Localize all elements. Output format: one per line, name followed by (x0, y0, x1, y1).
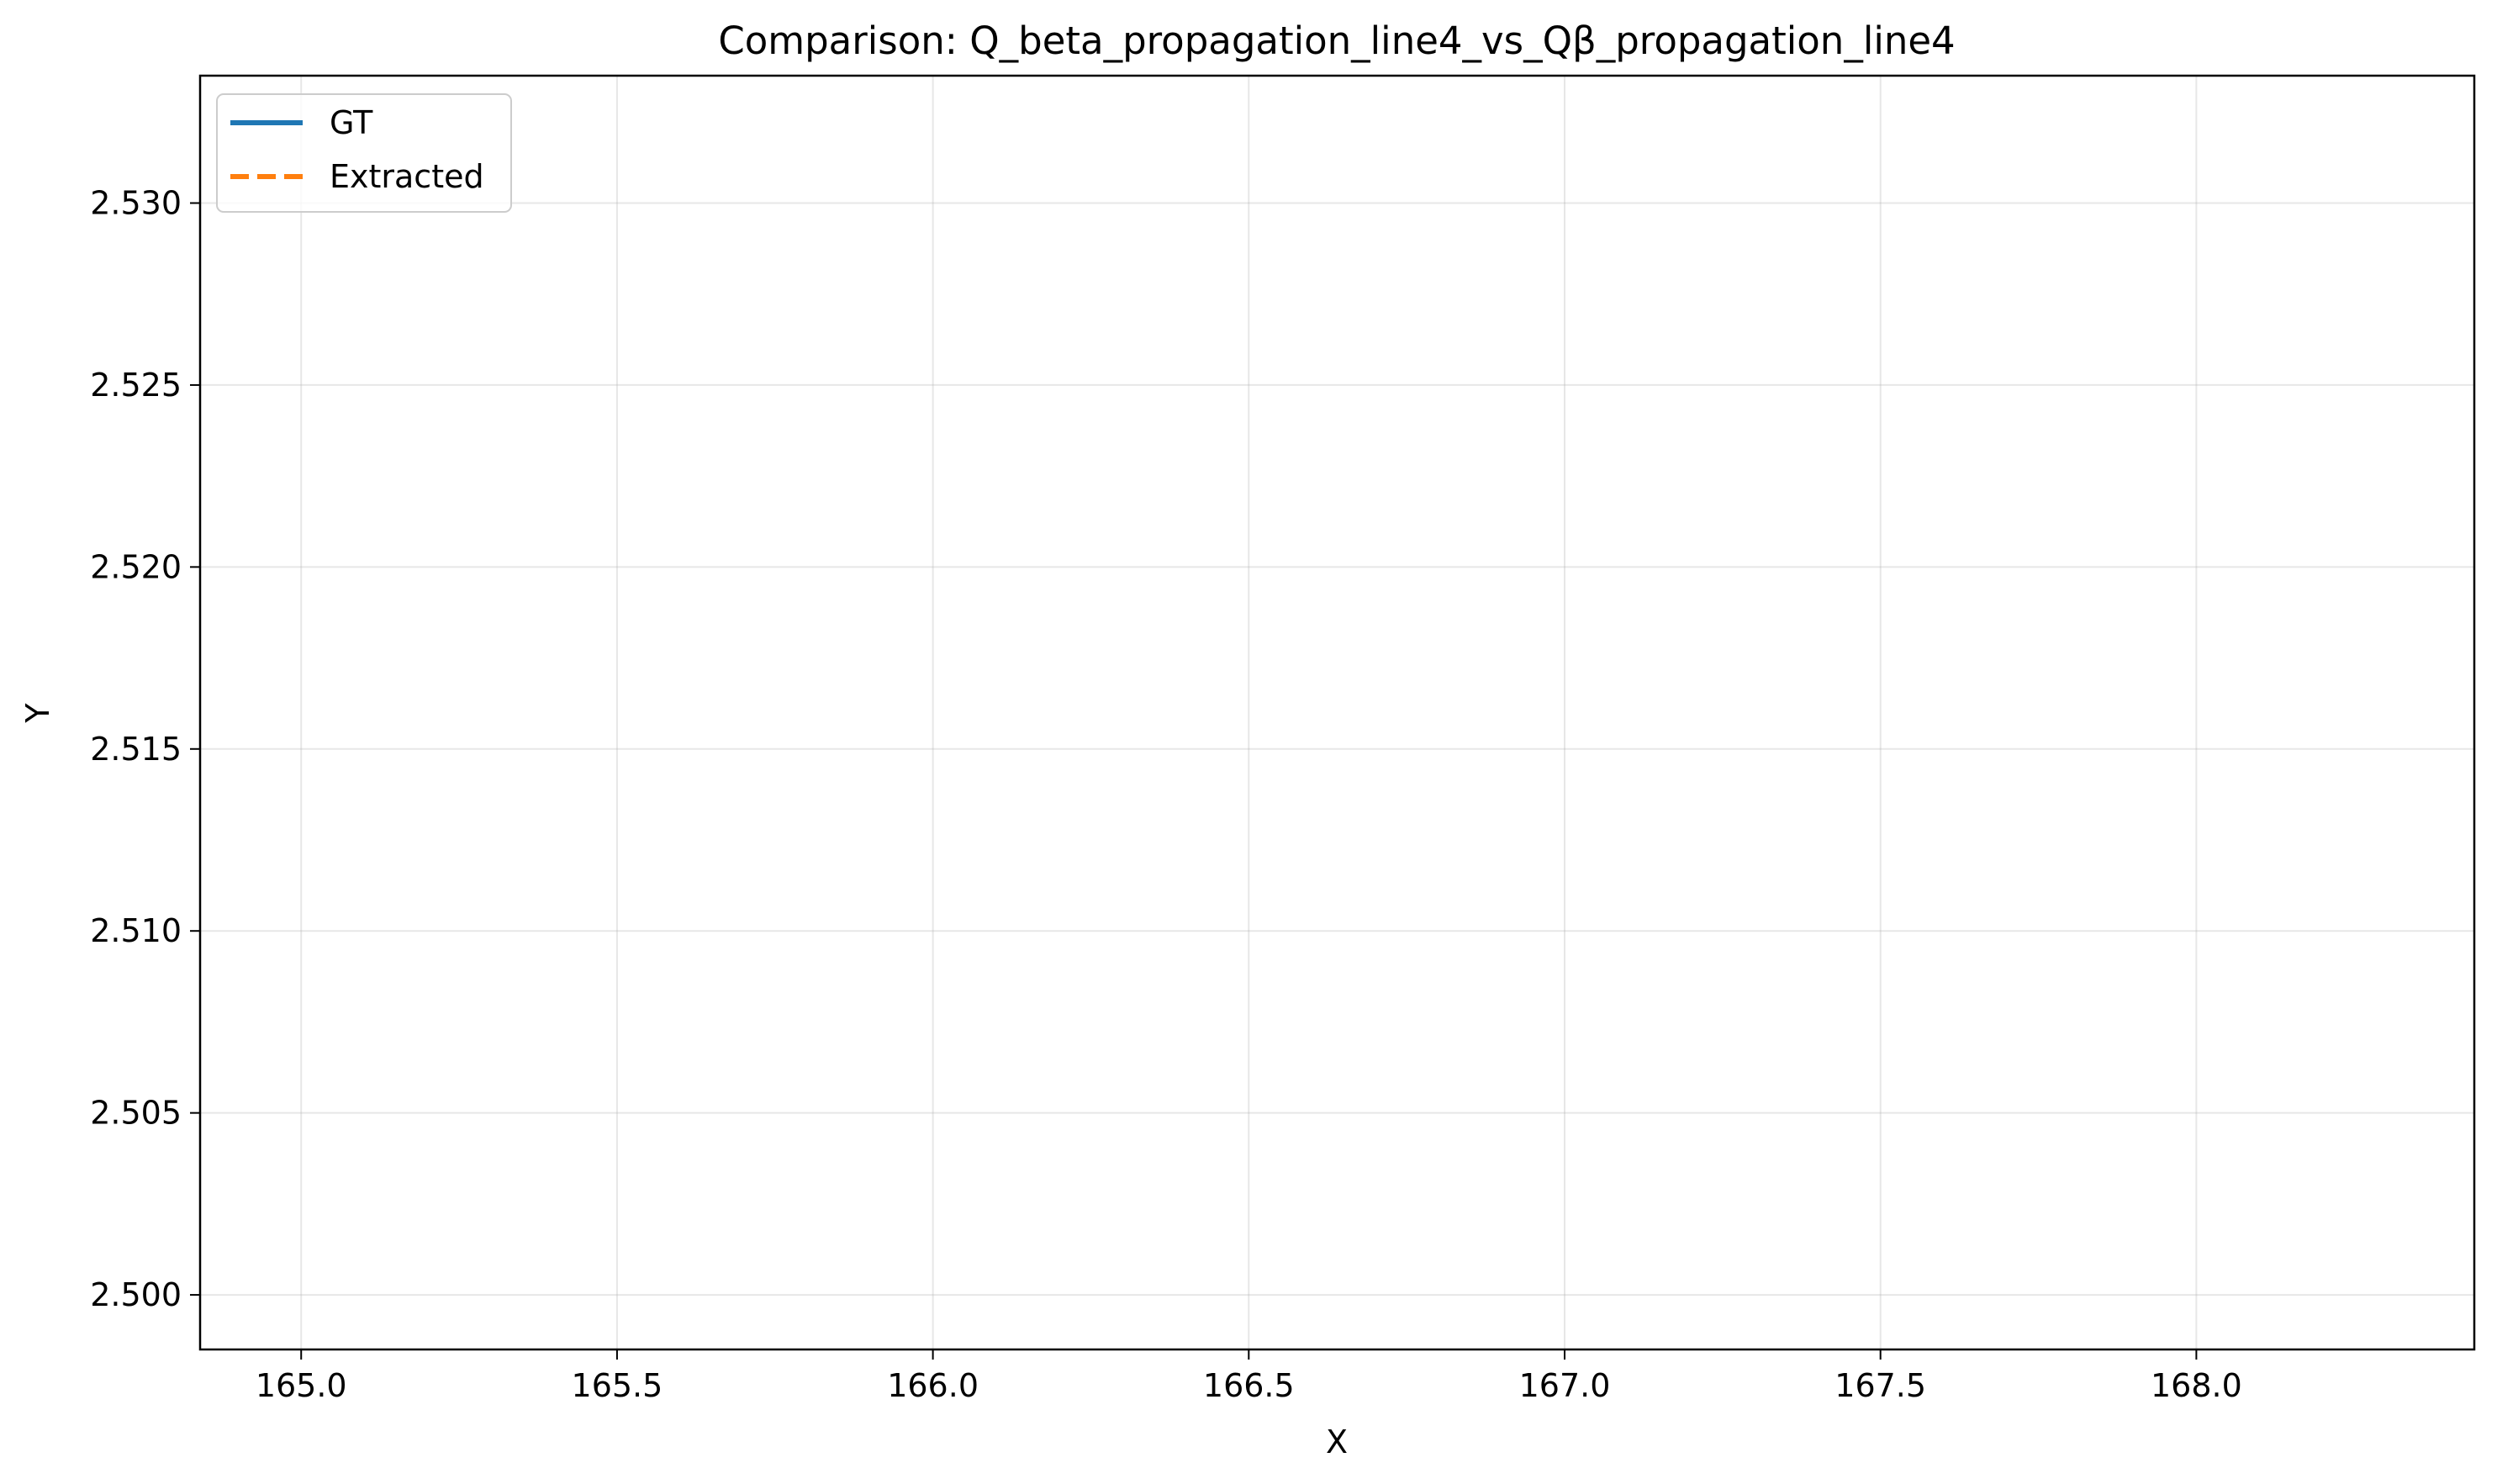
y-tick-label: 2.515 (90, 731, 182, 768)
x-tick-label: 166.5 (1203, 1367, 1295, 1404)
x-tick-label: 165.5 (572, 1367, 663, 1404)
legend-label-gt: GT (330, 104, 373, 141)
x-tick-label: 167.0 (1519, 1367, 1611, 1404)
y-tick-label: 2.520 (90, 548, 182, 585)
y-tick-label: 2.505 (90, 1095, 182, 1132)
grid-layer (200, 76, 2474, 1349)
x-tick-label: 168.0 (2151, 1367, 2242, 1404)
x-axis-ticks: 165.0 165.5 166.0 166.5 167.0 167.5 168.0 (256, 1349, 2242, 1404)
y-tick-label: 2.510 (90, 912, 182, 949)
x-axis-label: X (1326, 1423, 1348, 1460)
y-tick-label: 2.500 (90, 1276, 182, 1313)
y-tick-label: 2.530 (90, 185, 182, 222)
chart-title: Comparison: Q_beta_propagation_line4_vs_… (718, 18, 1955, 63)
legend-label-extracted: Extracted (330, 158, 484, 195)
y-axis-label: Y (19, 703, 56, 724)
plot-frame (198, 74, 2476, 1351)
x-tick-label: 167.5 (1834, 1367, 1926, 1404)
y-tick-label: 2.525 (90, 367, 182, 404)
x-tick-label: 166.0 (887, 1367, 979, 1404)
y-axis-ticks: 2.500 2.505 2.510 2.515 2.520 2.525 2.530 (90, 185, 200, 1313)
legend: GT Extracted (216, 93, 512, 213)
x-tick-label: 165.0 (256, 1367, 347, 1404)
